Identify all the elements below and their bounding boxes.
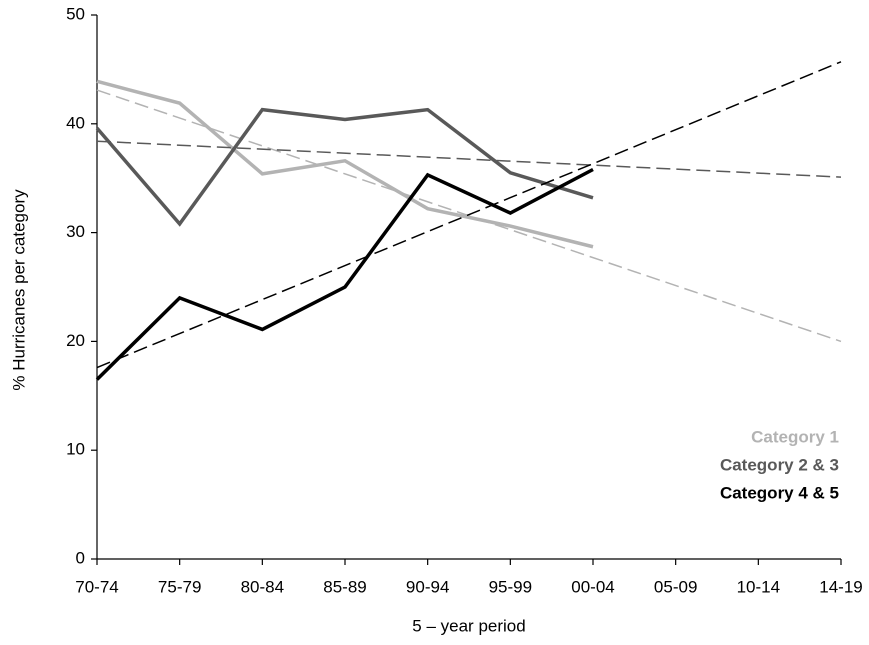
legend-entry: Category 4 & 5 — [720, 483, 839, 502]
x-axis-title: 5 – year period — [412, 616, 525, 635]
x-tick-label: 80-84 — [241, 577, 284, 596]
x-tick-label: 00-04 — [571, 577, 614, 596]
x-tick-label: 95-99 — [489, 577, 532, 596]
x-tick-label: 10-14 — [737, 577, 780, 596]
trend-line — [96, 140, 842, 178]
x-tick-label: 85-89 — [323, 577, 366, 596]
y-tick-label: 0 — [76, 548, 85, 567]
series-line — [95, 107, 594, 227]
x-tick-label: 75-79 — [158, 577, 201, 596]
x-tick-label: 70-74 — [75, 577, 118, 596]
x-tick-label: 14-19 — [819, 577, 862, 596]
y-tick-label: 30 — [66, 222, 85, 241]
series-line — [96, 79, 594, 249]
y-tick-label: 20 — [66, 331, 85, 350]
y-tick-label: 50 — [66, 4, 85, 23]
y-axis-title: % Hurricanes per category — [9, 189, 28, 391]
y-tick-label: 10 — [66, 440, 85, 459]
legend-entry: Category 2 & 3 — [720, 455, 839, 474]
legend-entry: Category 1 — [751, 427, 839, 446]
x-tick-label: 90-94 — [406, 577, 449, 596]
series-line — [95, 167, 594, 381]
x-tick-label: 05-09 — [654, 577, 697, 596]
y-tick-label: 40 — [66, 113, 85, 132]
trend-line — [96, 61, 842, 369]
